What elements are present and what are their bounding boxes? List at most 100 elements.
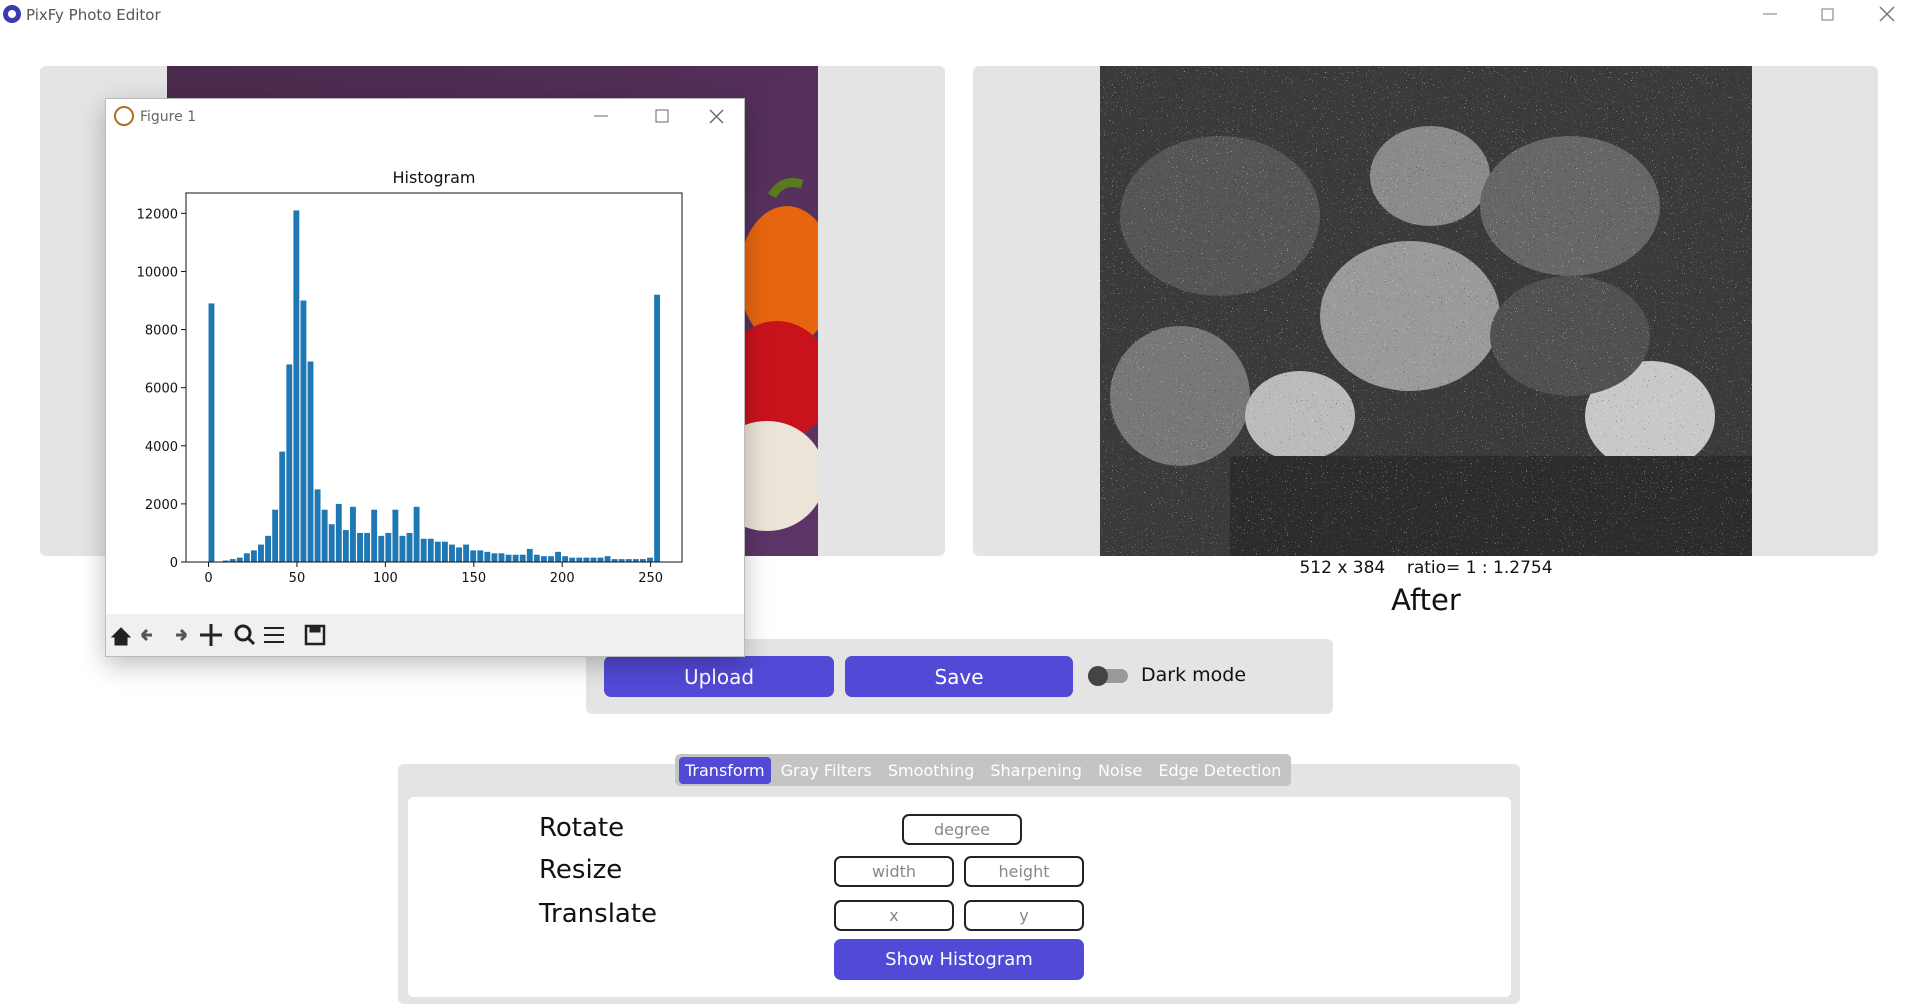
bar (498, 553, 505, 562)
bar (519, 554, 526, 562)
y-tick-label: 2000 (145, 498, 178, 513)
y-tick-label: 4000 (145, 440, 178, 455)
bar (555, 551, 561, 562)
bar (548, 556, 554, 562)
bar (307, 361, 314, 562)
tab[interactable]: Gray Filters (780, 760, 872, 780)
bar (342, 530, 349, 562)
text-input[interactable]: width (834, 856, 954, 887)
bar (350, 506, 356, 562)
bar (583, 557, 590, 562)
window-title: PixFy Photo Editor (26, 6, 161, 24)
bar (470, 550, 477, 562)
bar (632, 559, 639, 562)
y-tick-label: 6000 (145, 382, 178, 397)
after-label: After (1391, 583, 1461, 617)
bar (569, 557, 576, 562)
bar (604, 556, 611, 562)
title-bar: PixFy Photo Editor (3, 5, 1895, 24)
bar (321, 509, 328, 562)
bar (364, 532, 371, 562)
x-tick-label: 250 (638, 571, 663, 586)
x-tick-label: 200 (550, 571, 575, 586)
bar (371, 509, 378, 562)
text-input[interactable]: y (964, 900, 1084, 931)
bar (385, 532, 392, 562)
bar (293, 210, 300, 562)
bar (441, 541, 448, 562)
tab[interactable]: Smoothing (887, 760, 975, 780)
bar (335, 503, 342, 562)
bar (357, 532, 363, 562)
bar (625, 559, 632, 562)
bar (286, 364, 293, 562)
tab-bar: Transform Gray Filters Smoothing Sharpening… (675, 754, 1292, 786)
bar (449, 544, 455, 562)
bar (505, 554, 512, 562)
y-tick-label: 8000 (145, 324, 178, 339)
x-tick-label: 150 (461, 571, 486, 586)
row-label: Resize (539, 855, 623, 885)
bar (526, 548, 533, 562)
row-label: Translate (539, 899, 658, 929)
bar (611, 559, 618, 562)
bar (512, 554, 519, 562)
bar (229, 559, 236, 562)
save-button[interactable]: Save (845, 656, 1073, 697)
dark-mode-toggle[interactable] (1086, 664, 1130, 688)
bar (420, 538, 427, 562)
row-label: Rotate (539, 813, 625, 843)
x-tick-label: 50 (289, 571, 306, 586)
text-input[interactable]: x (834, 900, 954, 931)
bar (640, 559, 646, 562)
tab[interactable]: Edge Detection (1158, 760, 1282, 780)
bar (406, 532, 413, 562)
bar (272, 509, 279, 562)
bar (491, 553, 498, 562)
bar (399, 535, 406, 562)
bar (222, 560, 229, 562)
bar (208, 303, 215, 562)
y-tick-label: 12000 (137, 207, 178, 222)
bar (654, 294, 661, 562)
x-tick-label: 100 (373, 571, 398, 586)
y-tick-label: 10000 (137, 265, 178, 280)
bar (576, 557, 583, 562)
bar (434, 541, 441, 562)
bar (392, 509, 399, 562)
bar (236, 557, 243, 562)
upload-button[interactable]: Upload (604, 656, 834, 697)
text-input[interactable]: height (964, 856, 1084, 887)
bar (597, 557, 604, 562)
bar (477, 550, 484, 562)
image-info: 512 x 384 ratio= 1 : 1.2754 (1299, 558, 1553, 578)
text-input[interactable]: degree (902, 814, 1022, 845)
bar (265, 535, 272, 562)
bar (413, 506, 420, 562)
bar (647, 557, 653, 562)
plot-frame (185, 192, 683, 563)
dark-mode-label: Dark mode (1141, 664, 1247, 686)
bar (456, 547, 462, 562)
bar (618, 559, 625, 562)
bar (300, 300, 307, 562)
bar (314, 489, 321, 562)
bar (427, 538, 434, 562)
tab[interactable]: Transform (679, 756, 771, 784)
show-histogram-button[interactable]: Show Histogram (834, 939, 1084, 980)
x-tick-label: 0 (204, 571, 212, 586)
bar (463, 544, 470, 562)
bar (540, 556, 547, 562)
figure-title: Figure 1 (140, 109, 196, 125)
bar (243, 553, 250, 562)
bar (484, 551, 491, 562)
bar (279, 451, 286, 562)
after-image (1100, 66, 1752, 556)
y-tick-label: 0 (170, 556, 178, 571)
tab[interactable]: Sharpening (990, 760, 1082, 780)
bar (250, 550, 257, 562)
chart-title: Histogram (393, 168, 476, 187)
bar (590, 557, 597, 562)
tab[interactable]: Noise (1097, 760, 1143, 780)
